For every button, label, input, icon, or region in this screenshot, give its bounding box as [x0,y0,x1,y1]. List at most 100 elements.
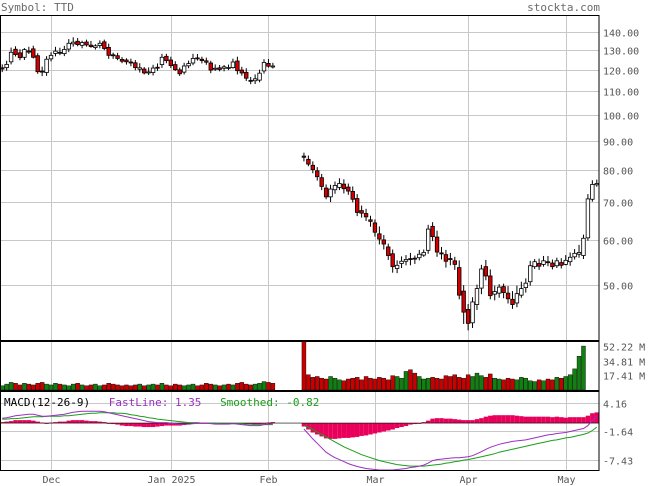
macd-histogram-bar [102,422,107,424]
volume-bar [368,377,373,391]
volume-bar [84,385,89,391]
volume-bar [510,378,515,391]
candle-body [581,237,586,256]
candle-body [88,44,94,48]
volume-tick-label: 34.81 M [603,358,645,369]
macd-histogram-bar [146,423,151,428]
macd-histogram-bar [79,420,85,424]
volume-bar [39,382,45,391]
volume-bar [528,380,533,391]
macd-histogram-bar [84,420,89,424]
volume-bar [124,384,129,391]
candle-body [315,170,320,178]
volume-bar [44,383,49,391]
candle-body [355,198,360,213]
candle-body [536,263,542,267]
volume-bar [48,384,54,391]
candle-body [204,60,209,63]
macd-histogram-bar [545,416,551,424]
price-tick-label: 70.00 [603,199,633,210]
macd-histogram-bar [439,418,444,424]
volume-bar [434,377,440,391]
macd-histogram-bar [372,423,378,434]
volume-bar [97,385,103,391]
macd-histogram-bar [13,420,18,424]
volume-bar [128,385,134,391]
candle-body [97,42,103,46]
candle-body [62,49,67,55]
volume-bar [217,385,222,391]
candle-body [381,239,386,245]
macd-histogram-bar [514,415,520,424]
volume-bar [257,383,262,391]
candle-body [301,155,307,158]
volume-bar [235,383,240,391]
candle-body [213,67,218,70]
candle-body [328,188,333,198]
candle-body [115,55,120,59]
macd-histogram-bar [390,423,395,430]
candle-body [585,198,591,239]
candle-body [53,50,58,54]
candle-body [48,54,54,60]
macd-histogram-bar [164,423,169,426]
candle-body [505,292,511,300]
candle-body [470,301,475,324]
candle-body [8,51,14,63]
candle-body [372,222,378,233]
candle-body [439,252,444,255]
volume-bar [417,376,422,391]
candle-body [448,258,453,260]
volume-bar [79,384,85,391]
volume-bar [57,383,63,391]
candle-body [363,213,369,218]
x-tick-label: Mar [366,475,384,486]
candle-body [168,59,174,67]
volume-bar [337,379,342,391]
macd-fast-label: FastLine: 1.35 [108,396,202,409]
macd-histogram-bar [66,420,71,424]
macd-histogram-bar [252,423,258,425]
volume-bar [13,383,18,391]
volume-bar [572,368,577,391]
volume-bar [545,378,551,391]
candle-body [4,63,9,69]
macd-histogram-bar [346,423,351,438]
volume-bar [581,345,586,391]
macd-histogram-bar [150,423,156,428]
candle-body [186,63,191,67]
macd-histogram-bar [341,423,347,438]
candle-body [554,260,560,267]
volume-tick-label: 17.41 M [603,372,645,383]
macd-histogram-bar [8,421,14,424]
macd-histogram-bar [590,413,595,424]
macd-histogram-bar [119,423,125,426]
macd-histogram-bar [377,423,382,433]
volume-bar [164,384,169,391]
x-tick-label: Feb [259,475,277,486]
candle-body [26,50,32,53]
macd-histogram-bar [576,417,582,424]
candle-body [399,260,404,264]
volume-bar [461,377,466,391]
candle-body [142,68,147,74]
volume-bar [519,377,524,391]
macd-histogram-bar [310,423,316,433]
macd-histogram-bar [536,416,542,424]
volume-panel-frame [0,341,600,391]
candle-body [155,66,160,69]
macd-histogram-bar [430,418,435,424]
volume-bar [408,369,413,391]
volume-bar [323,378,329,391]
macd-histogram-bar [4,421,9,424]
candle-body [483,266,489,277]
candle-body [199,58,205,62]
candle-body [164,55,169,62]
candle-body [102,41,107,49]
macd-histogram-bar [70,420,76,424]
volume-bar [523,377,528,391]
candle-body [394,264,400,269]
volume-bar [554,377,560,391]
volume-bar [252,383,258,391]
candle-body [266,62,271,67]
